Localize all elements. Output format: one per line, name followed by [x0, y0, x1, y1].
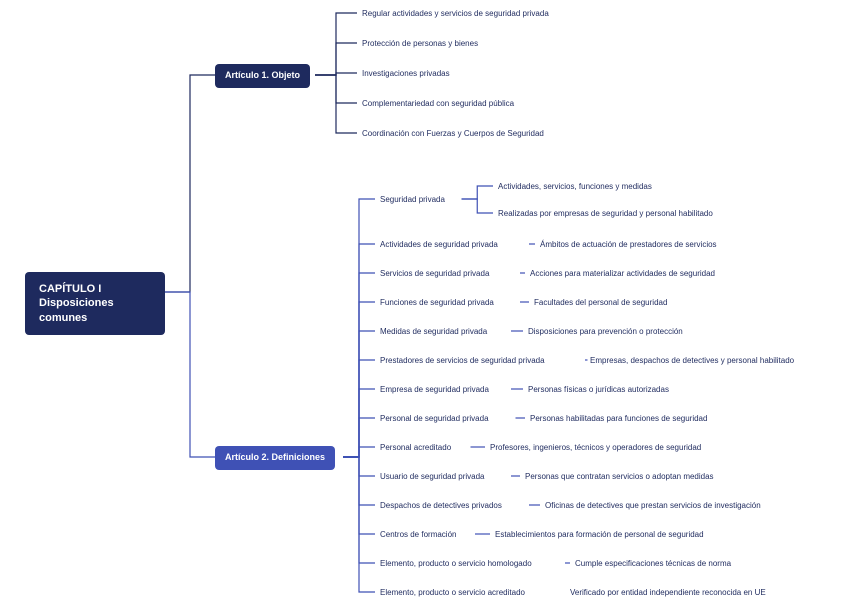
leaf-articulo2-0: Seguridad privada [380, 193, 445, 207]
desc-articulo2-4: Disposiciones para prevención o protecci… [528, 325, 683, 339]
leaf-articulo2-5: Prestadores de servicios de seguridad pr… [380, 354, 545, 368]
leaf-articulo2-10: Despachos de detectives privados [380, 499, 502, 513]
leaf-articulo2-4: Medidas de seguridad privada [380, 325, 487, 339]
desc-articulo2-2: Acciones para materializar actividades d… [530, 267, 715, 281]
leaf-articulo2-12: Elemento, producto o servicio homologado [380, 557, 532, 571]
leaf-articulo2-6: Empresa de seguridad privada [380, 383, 489, 397]
subleaf-articulo2-0-0: Actividades, servicios, funciones y medi… [498, 180, 652, 194]
desc-articulo2-12: Cumple especificaciones técnicas de norm… [575, 557, 731, 571]
desc-articulo2-1: Ámbitos de actuación de prestadores de s… [540, 238, 717, 252]
root-node: CAPÍTULO I Disposiciones comunes [25, 272, 165, 335]
leaf-articulo1-2: Investigaciones privadas [362, 67, 450, 81]
leaf-articulo2-11: Centros de formación [380, 528, 456, 542]
branch-articulo2: Artículo 2. Definiciones [215, 446, 335, 470]
desc-articulo2-13: Verificado por entidad independiente rec… [570, 586, 766, 600]
desc-articulo2-3: Facultades del personal de seguridad [534, 296, 667, 310]
branch-articulo1: Artículo 1. Objeto [215, 64, 310, 88]
leaf-articulo2-8: Personal acreditado [380, 441, 451, 455]
desc-articulo2-11: Establecimientos para formación de perso… [495, 528, 704, 542]
leaf-articulo2-7: Personal de seguridad privada [380, 412, 489, 426]
leaf-articulo1-0: Regular actividades y servicios de segur… [362, 7, 549, 21]
desc-articulo2-10: Oficinas de detectives que prestan servi… [545, 499, 761, 513]
leaf-articulo2-13: Elemento, producto o servicio acreditado [380, 586, 525, 600]
subleaf-articulo2-0-1: Realizadas por empresas de seguridad y p… [498, 207, 713, 221]
leaf-articulo1-4: Coordinación con Fuerzas y Cuerpos de Se… [362, 127, 544, 141]
leaf-articulo2-3: Funciones de seguridad privada [380, 296, 494, 310]
leaf-articulo2-9: Usuario de seguridad privada [380, 470, 485, 484]
leaf-articulo1-3: Complementariedad con seguridad pública [362, 97, 514, 111]
desc-articulo2-9: Personas que contratan servicios o adopt… [525, 470, 714, 484]
desc-articulo2-6: Personas físicas o jurídicas autorizadas [528, 383, 669, 397]
desc-articulo2-7: Personas habilitadas para funciones de s… [530, 412, 707, 426]
leaf-articulo2-1: Actividades de seguridad privada [380, 238, 498, 252]
desc-articulo2-5: Empresas, despachos de detectives y pers… [590, 354, 794, 368]
desc-articulo2-8: Profesores, ingenieros, técnicos y opera… [490, 441, 701, 455]
leaf-articulo1-1: Protección de personas y bienes [362, 37, 478, 51]
leaf-articulo2-2: Servicios de seguridad privada [380, 267, 489, 281]
